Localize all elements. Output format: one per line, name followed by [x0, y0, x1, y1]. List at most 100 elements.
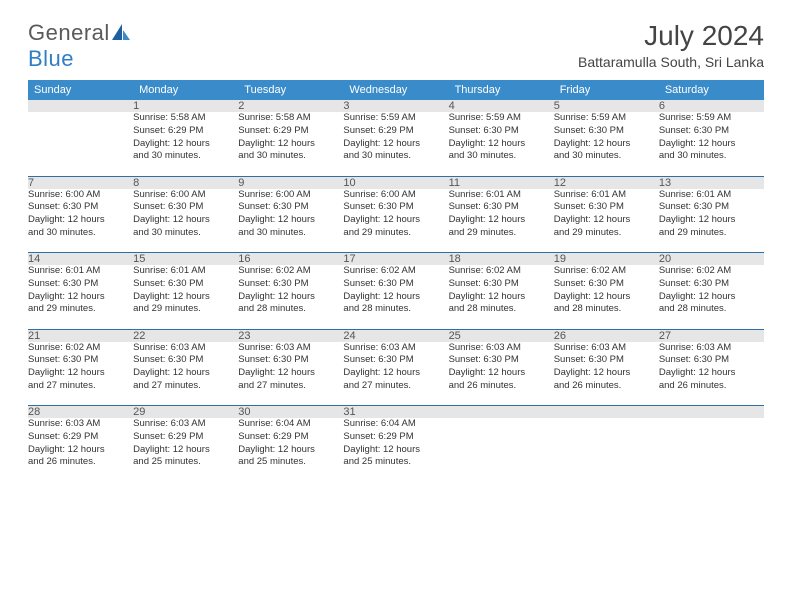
sunrise-text: Sunrise: 6:02 AM: [659, 265, 764, 278]
day-number: 14: [28, 253, 133, 266]
sunrise-text: Sunrise: 5:59 AM: [449, 112, 554, 125]
day-cell: Sunrise: 6:03 AMSunset: 6:29 PMDaylight:…: [133, 418, 238, 482]
day-cell: Sunrise: 5:58 AMSunset: 6:29 PMDaylight:…: [238, 112, 343, 176]
sunset-text: Sunset: 6:30 PM: [659, 278, 764, 291]
sunrise-text: Sunrise: 6:02 AM: [28, 342, 133, 355]
daylight-text-1: Daylight: 12 hours: [343, 291, 448, 304]
daylight-text-2: and 30 minutes.: [133, 150, 238, 163]
sunset-text: Sunset: 6:30 PM: [133, 354, 238, 367]
daylight-text-2: and 25 minutes.: [343, 456, 448, 469]
daylight-text-2: and 30 minutes.: [238, 150, 343, 163]
sunrise-text: Sunrise: 5:58 AM: [238, 112, 343, 125]
sunrise-text: Sunrise: 6:03 AM: [449, 342, 554, 355]
day-number-row: 123456: [28, 100, 764, 112]
daylight-text-2: and 28 minutes.: [238, 303, 343, 316]
day-number: 26: [554, 329, 659, 342]
daylight-text-1: Daylight: 12 hours: [343, 214, 448, 227]
day-number-row: 78910111213: [28, 176, 764, 189]
day-number: 2: [238, 100, 343, 112]
day-number: 29: [133, 406, 238, 419]
logo-sail-icon: [112, 20, 130, 46]
sunrise-text: Sunrise: 6:01 AM: [28, 265, 133, 278]
sunrise-text: Sunrise: 6:00 AM: [238, 189, 343, 202]
day-cell: [659, 418, 764, 482]
day-number: [449, 406, 554, 419]
day-cell: Sunrise: 6:03 AMSunset: 6:29 PMDaylight:…: [28, 418, 133, 482]
logo-text: GeneralBlue: [28, 20, 130, 72]
day-number: 30: [238, 406, 343, 419]
daylight-text-2: and 25 minutes.: [133, 456, 238, 469]
day-number: 22: [133, 329, 238, 342]
daylight-text-1: Daylight: 12 hours: [238, 214, 343, 227]
daylight-text-1: Daylight: 12 hours: [133, 214, 238, 227]
sunrise-text: Sunrise: 6:01 AM: [659, 189, 764, 202]
daylight-text-1: Daylight: 12 hours: [238, 444, 343, 457]
daylight-text-2: and 29 minutes.: [28, 303, 133, 316]
day-content-row: Sunrise: 6:03 AMSunset: 6:29 PMDaylight:…: [28, 418, 764, 482]
day-number: 11: [449, 176, 554, 189]
daylight-text-1: Daylight: 12 hours: [554, 214, 659, 227]
sunset-text: Sunset: 6:30 PM: [449, 201, 554, 214]
day-number: 8: [133, 176, 238, 189]
daylight-text-2: and 28 minutes.: [554, 303, 659, 316]
day-cell: Sunrise: 6:01 AMSunset: 6:30 PMDaylight:…: [449, 189, 554, 253]
sunset-text: Sunset: 6:29 PM: [238, 431, 343, 444]
daylight-text-1: Daylight: 12 hours: [28, 214, 133, 227]
day-number: 1: [133, 100, 238, 112]
daylight-text-1: Daylight: 12 hours: [133, 444, 238, 457]
daylight-text-2: and 27 minutes.: [343, 380, 448, 393]
daylight-text-2: and 28 minutes.: [343, 303, 448, 316]
day-cell: Sunrise: 6:02 AMSunset: 6:30 PMDaylight:…: [554, 265, 659, 329]
daylight-text-2: and 29 minutes.: [133, 303, 238, 316]
day-cell: [28, 112, 133, 176]
daylight-text-1: Daylight: 12 hours: [343, 444, 448, 457]
day-number: 25: [449, 329, 554, 342]
day-cell: Sunrise: 5:58 AMSunset: 6:29 PMDaylight:…: [133, 112, 238, 176]
sunrise-text: Sunrise: 6:04 AM: [343, 418, 448, 431]
sunset-text: Sunset: 6:30 PM: [554, 278, 659, 291]
day-cell: [449, 418, 554, 482]
day-cell: Sunrise: 6:03 AMSunset: 6:30 PMDaylight:…: [554, 342, 659, 406]
day-number: 24: [343, 329, 448, 342]
sunrise-text: Sunrise: 6:00 AM: [133, 189, 238, 202]
day-number: 6: [659, 100, 764, 112]
logo-text-blue: Blue: [28, 46, 74, 71]
daylight-text-1: Daylight: 12 hours: [554, 138, 659, 151]
day-cell: Sunrise: 6:02 AMSunset: 6:30 PMDaylight:…: [238, 265, 343, 329]
day-number: 5: [554, 100, 659, 112]
day-number: 7: [28, 176, 133, 189]
day-cell: Sunrise: 6:00 AMSunset: 6:30 PMDaylight:…: [343, 189, 448, 253]
sunrise-text: Sunrise: 6:03 AM: [133, 418, 238, 431]
logo: GeneralBlue: [28, 20, 130, 72]
daylight-text-1: Daylight: 12 hours: [659, 138, 764, 151]
daylight-text-2: and 26 minutes.: [659, 380, 764, 393]
day-number: 4: [449, 100, 554, 112]
day-cell: Sunrise: 6:01 AMSunset: 6:30 PMDaylight:…: [28, 265, 133, 329]
day-cell: Sunrise: 6:00 AMSunset: 6:30 PMDaylight:…: [28, 189, 133, 253]
daylight-text-2: and 30 minutes.: [449, 150, 554, 163]
sunrise-text: Sunrise: 6:03 AM: [659, 342, 764, 355]
sunset-text: Sunset: 6:30 PM: [343, 201, 448, 214]
sunrise-text: Sunrise: 6:01 AM: [449, 189, 554, 202]
sunset-text: Sunset: 6:30 PM: [659, 125, 764, 138]
sunset-text: Sunset: 6:30 PM: [343, 354, 448, 367]
daylight-text-1: Daylight: 12 hours: [133, 291, 238, 304]
daylight-text-2: and 30 minutes.: [659, 150, 764, 163]
daylight-text-1: Daylight: 12 hours: [449, 138, 554, 151]
daylight-text-2: and 30 minutes.: [133, 227, 238, 240]
title-block: July 2024 Battaramulla South, Sri Lanka: [578, 20, 764, 70]
daylight-text-1: Daylight: 12 hours: [659, 367, 764, 380]
day-number-row: 28293031: [28, 406, 764, 419]
day-number: 23: [238, 329, 343, 342]
sunset-text: Sunset: 6:30 PM: [133, 201, 238, 214]
daylight-text-1: Daylight: 12 hours: [554, 291, 659, 304]
calendar-table: Sunday Monday Tuesday Wednesday Thursday…: [28, 80, 764, 482]
weekday-header: Monday: [133, 80, 238, 100]
sunrise-text: Sunrise: 6:01 AM: [133, 265, 238, 278]
sunset-text: Sunset: 6:30 PM: [554, 201, 659, 214]
sunrise-text: Sunrise: 6:00 AM: [343, 189, 448, 202]
day-cell: Sunrise: 5:59 AMSunset: 6:30 PMDaylight:…: [449, 112, 554, 176]
day-content-row: Sunrise: 6:00 AMSunset: 6:30 PMDaylight:…: [28, 189, 764, 253]
sunset-text: Sunset: 6:30 PM: [28, 354, 133, 367]
sunset-text: Sunset: 6:30 PM: [554, 125, 659, 138]
